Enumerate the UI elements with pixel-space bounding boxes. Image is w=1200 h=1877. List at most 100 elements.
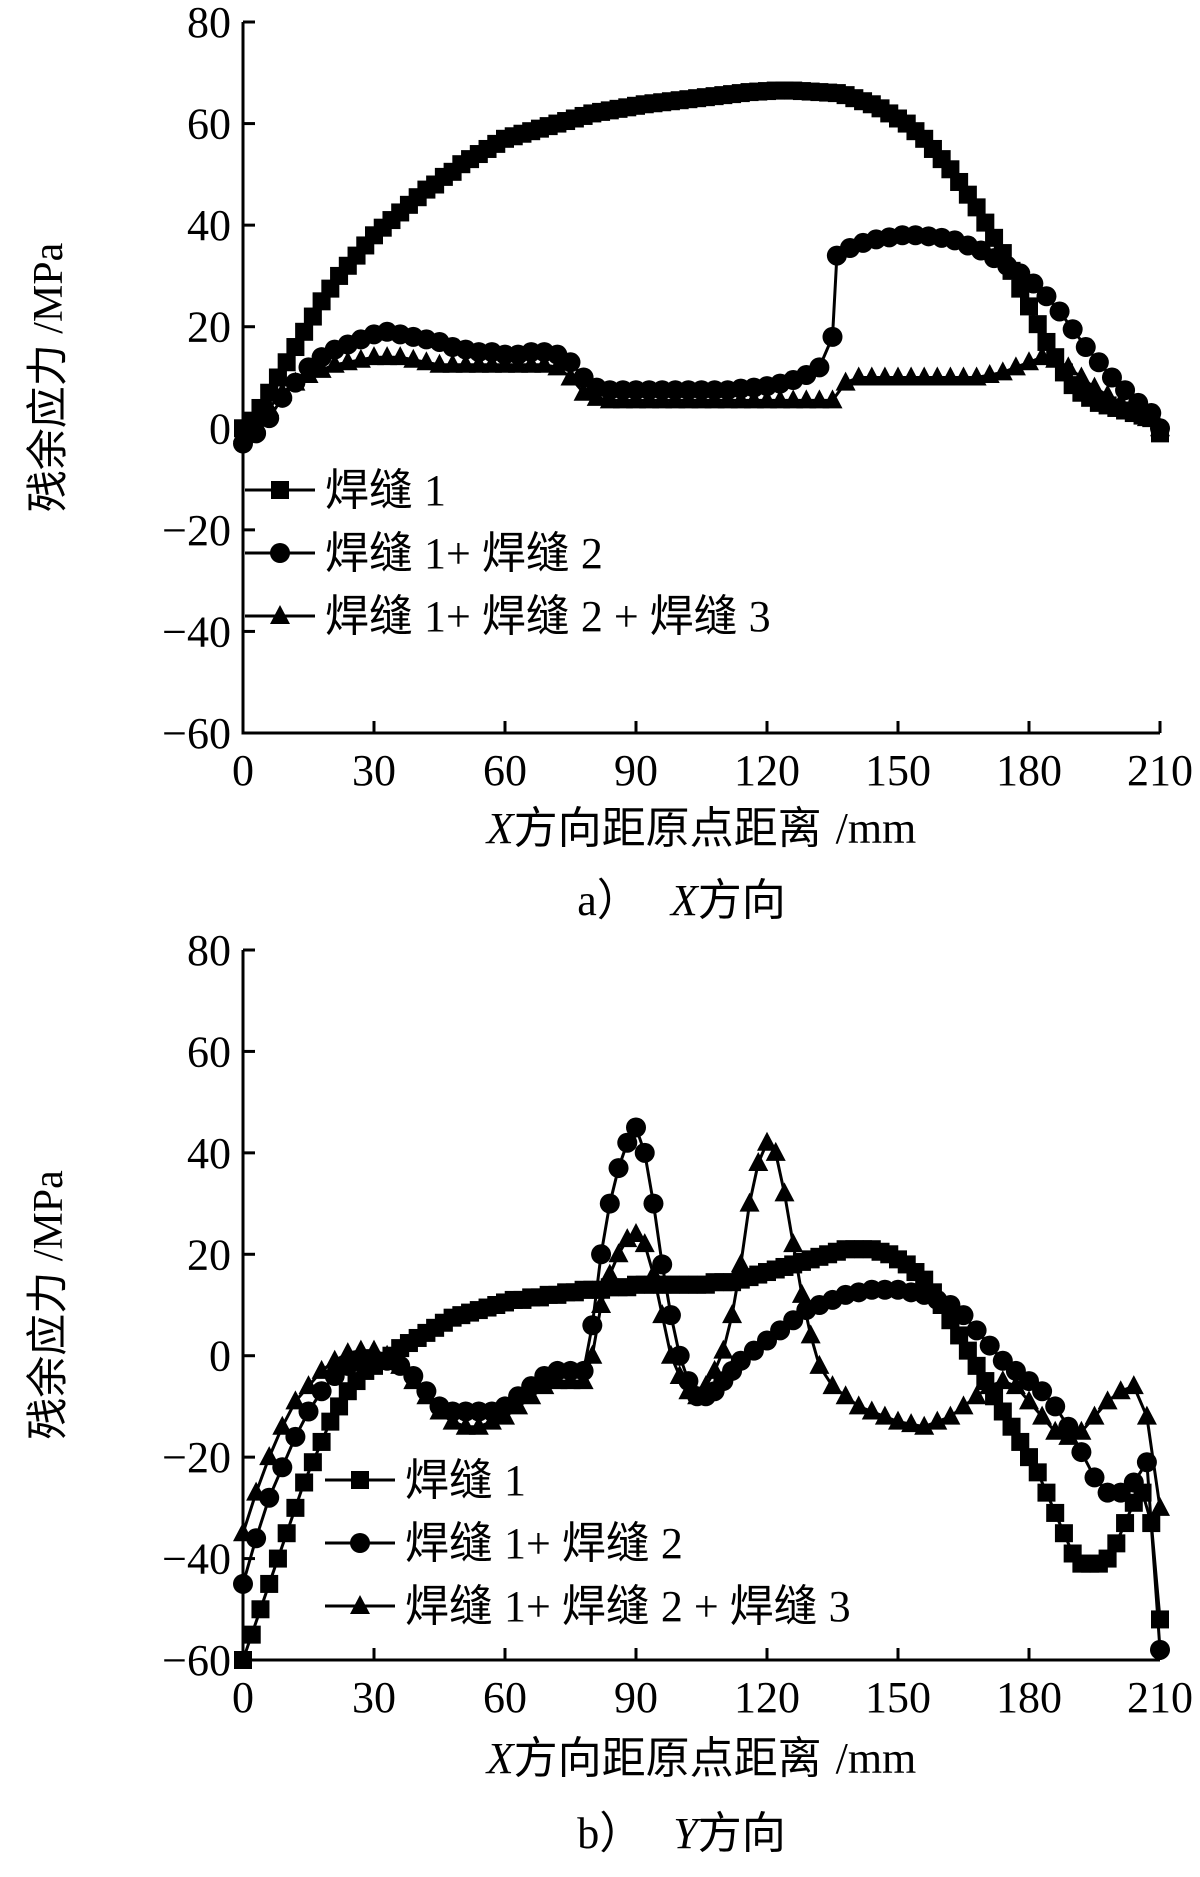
data-point-triangle: [822, 389, 843, 409]
data-point-triangle: [739, 1192, 760, 1212]
data-point-triangle: [416, 1385, 437, 1405]
data-point-square: [1098, 1549, 1117, 1568]
data-point-triangle: [660, 1344, 681, 1364]
data-point-circle: [617, 1132, 638, 1153]
data-point-triangle: [285, 371, 306, 391]
data-point-triangle: [298, 363, 319, 383]
legend-label: 焊缝 1: [405, 1456, 526, 1505]
legend: 焊缝 1 焊缝 1+ 焊缝 2 焊缝 1+ 焊缝 2 + 焊缝 3: [245, 466, 771, 641]
data-point-triangle: [246, 1481, 267, 1501]
data-point-square: [260, 1574, 279, 1593]
x-tick-label: 30: [352, 1673, 396, 1722]
x-tick-label: 60: [483, 1673, 527, 1722]
x-axis-label-unit: /mm: [836, 804, 917, 853]
data-point-triangle: [1019, 351, 1039, 371]
data-point-square: [1151, 1610, 1169, 1629]
data-point-circle: [979, 1335, 1000, 1356]
data-point-triangle: [455, 353, 476, 373]
data-point-triangle: [1097, 1390, 1118, 1410]
y-tick-label: −20: [162, 506, 231, 555]
data-point-triangle: [835, 1385, 856, 1405]
y-tick-label: 0: [209, 1332, 231, 1381]
data-point-triangle: [1150, 417, 1170, 437]
y-tick-label: 0: [209, 404, 231, 453]
y-tick-label: −40: [162, 1535, 231, 1584]
chart-b-y-direction: −60 −40 −20 0 20 40 60 80 0 30 60 90 120 150 180 210 残余应…: [25, 926, 1193, 1858]
data-point-circle: [608, 1158, 629, 1179]
data-point-triangle: [1136, 1405, 1157, 1425]
data-point-circle: [643, 1193, 664, 1214]
data-point-circle: [1150, 1639, 1170, 1660]
data-point-square: [1011, 1432, 1030, 1451]
y-tick-label: −60: [162, 709, 231, 758]
data-point-circle: [560, 352, 581, 373]
data-point-square: [993, 1402, 1012, 1421]
data-point-triangle: [403, 348, 424, 368]
data-point-triangle: [495, 353, 515, 373]
data-point-triangle: [783, 1233, 804, 1253]
data-point-triangle: [748, 1152, 769, 1171]
axes-frame: [241, 950, 1160, 1662]
data-point-triangle: [901, 1413, 922, 1433]
data-point-triangle: [796, 389, 817, 409]
data-point-square: [330, 1397, 349, 1416]
data-point-circle: [652, 1254, 673, 1275]
data-point-triangle: [743, 389, 764, 409]
data-point-square: [295, 1473, 314, 1492]
data-point-triangle: [626, 389, 646, 409]
data-point-triangle: [468, 1415, 489, 1435]
data-point-circle: [233, 1573, 253, 1594]
x-tick-label: 150: [865, 1673, 931, 1722]
data-point-circle: [1075, 337, 1096, 358]
data-point-circle: [822, 326, 843, 347]
data-point-circle: [1071, 1442, 1092, 1463]
series-triangle: [233, 1131, 1170, 1542]
data-point-circle: [1101, 367, 1122, 388]
caption-prefix: a）: [577, 876, 641, 925]
data-point-square: [1028, 1463, 1047, 1482]
data-point-triangle: [704, 389, 725, 409]
data-point-triangle: [669, 1365, 690, 1384]
data-point-triangle: [691, 389, 712, 409]
data-point-triangle: [940, 366, 961, 386]
data-point-triangle: [848, 366, 869, 386]
data-point-triangle: [233, 1522, 253, 1542]
data-point-square: [277, 353, 296, 372]
data-point-square: [1116, 1514, 1135, 1533]
y-tick-label: 60: [187, 1027, 231, 1076]
caption-b: b） Y方向: [577, 1809, 785, 1858]
data-point-triangle: [617, 1228, 638, 1248]
data-point-triangle: [495, 1405, 515, 1425]
y-tick-label: 40: [187, 1129, 231, 1178]
y-tick-label: 20: [187, 1230, 231, 1279]
data-point-triangle: [442, 353, 463, 373]
data-point-triangle: [1032, 346, 1053, 366]
x-axis-label-unit: /mm: [836, 1734, 917, 1783]
data-point-triangle: [1045, 348, 1066, 368]
data-point-triangle: [953, 1395, 974, 1415]
y-tick-label: 80: [187, 926, 231, 975]
data-point-circle: [1049, 301, 1070, 322]
data-point-square: [1002, 1417, 1021, 1436]
data-point-triangle: [888, 366, 908, 386]
legend: 焊缝 1 焊缝 1+ 焊缝 2 焊缝 1+ 焊缝 2 + 焊缝 3: [325, 1456, 851, 1631]
data-point-triangle: [582, 1344, 603, 1364]
legend-item: 焊缝 1: [325, 1456, 526, 1505]
data-point-triangle: [468, 353, 489, 373]
data-point-circle: [1023, 273, 1044, 294]
data-point-circle: [1045, 1396, 1066, 1417]
y-tick-label: 60: [187, 100, 231, 149]
data-point-circle: [966, 1320, 987, 1341]
data-point-triangle: [809, 389, 830, 409]
data-point-triangle: [770, 389, 791, 409]
data-point-circle: [311, 1381, 332, 1402]
legend-label: 焊缝 1+ 焊缝 2 + 焊缝 3: [405, 1582, 851, 1631]
data-point-triangle: [1005, 356, 1026, 376]
x-axis-label-text: 方向距原点距离: [514, 1734, 822, 1783]
legend-item: 焊缝 1+ 焊缝 2 + 焊缝 3: [325, 1582, 851, 1631]
x-axis-label-text: 方向距原点距离: [514, 804, 822, 853]
data-point-square: [976, 213, 995, 232]
data-point-circle: [1032, 1381, 1053, 1402]
x-tick-label: 0: [232, 746, 254, 795]
legend-label: 焊缝 1+ 焊缝 2 + 焊缝 3: [325, 592, 771, 641]
